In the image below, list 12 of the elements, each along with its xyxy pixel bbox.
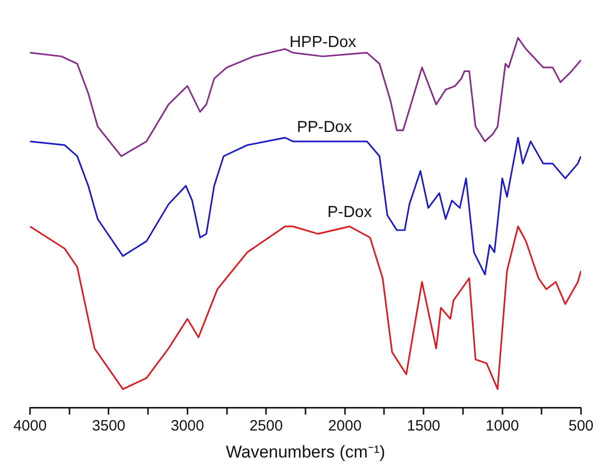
series-label: P-Dox [327, 204, 372, 221]
x-tick-label: 3500 [92, 418, 126, 435]
x-tick-label: 3000 [170, 418, 204, 435]
x-tick-label: 2000 [328, 418, 362, 435]
x-tick-label: 4000 [13, 418, 47, 435]
x-tick-label: 1500 [406, 418, 440, 435]
series-label: PP-Dox [296, 118, 352, 136]
x-tick-label: 2500 [249, 418, 283, 435]
x-tick-label: 1000 [486, 418, 519, 435]
x-tick-label: 500 [568, 418, 594, 435]
series-label: HPP-Dox [289, 34, 356, 51]
x-axis-title: Wavenumbers (cm⁻¹) [226, 442, 386, 462]
